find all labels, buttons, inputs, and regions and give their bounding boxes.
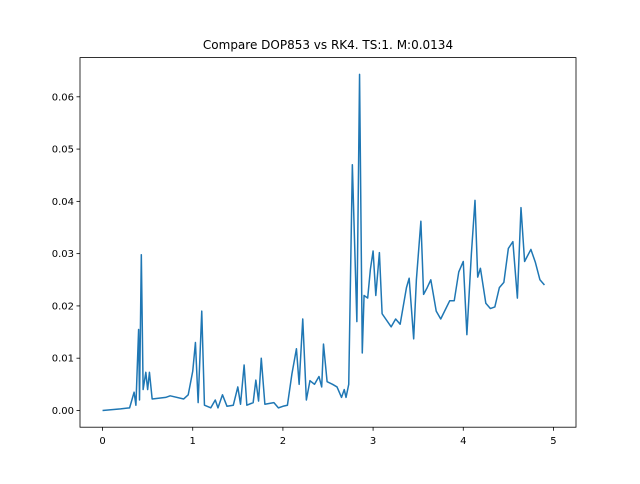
y-tick-label: 0.03 (52, 249, 74, 260)
y-tick-label: 0.02 (52, 301, 74, 312)
y-tick-label: 0.05 (52, 145, 74, 156)
x-tick-label: 3 (370, 436, 376, 447)
y-tick-label: 0.04 (52, 197, 74, 208)
x-tick-label: 1 (190, 436, 196, 447)
x-tick-label: 2 (280, 436, 286, 447)
chart-title: Compare DOP853 vs RK4. TS:1. M:0.0134 (203, 38, 453, 52)
x-tick-label: 4 (460, 436, 466, 447)
data-line (102, 73, 546, 412)
y-tick-label: 0.06 (52, 92, 74, 103)
x-tick-label: 0 (99, 436, 105, 447)
axes-frame (79, 57, 577, 428)
x-tick-label: 5 (550, 436, 556, 447)
y-tick-label: 0.00 (52, 406, 74, 417)
y-tick-label: 0.01 (52, 354, 74, 365)
